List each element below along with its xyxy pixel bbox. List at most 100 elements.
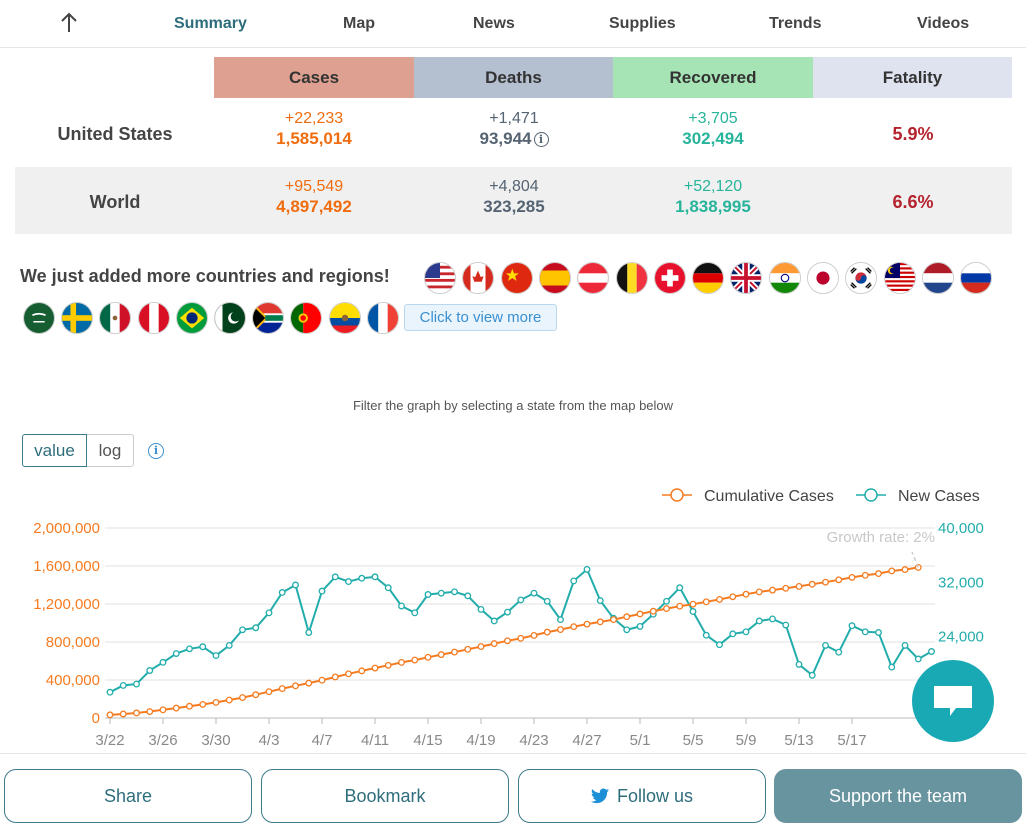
flag-south-korea-icon[interactable] <box>845 262 878 294</box>
flag-japan-icon[interactable] <box>807 262 839 294</box>
left-tick-label: 800,000 <box>46 634 100 651</box>
scale-value-button[interactable]: value <box>22 434 87 467</box>
tab-news[interactable]: News <box>473 15 515 32</box>
chat-icon <box>934 686 972 716</box>
new-cases-point <box>265 609 273 617</box>
flag-india-icon[interactable] <box>768 262 801 294</box>
flag-canada-icon[interactable] <box>462 262 495 294</box>
info-icon[interactable]: i <box>533 132 549 148</box>
cumulative-cases-point <box>543 628 551 636</box>
flag-mexico-icon[interactable] <box>99 302 132 334</box>
cases-delta: +95,549 <box>284 178 344 195</box>
header-recovered: Recovered <box>613 57 813 98</box>
flag-peru-icon[interactable] <box>137 302 170 334</box>
flag-belgium-icon[interactable] <box>615 262 648 294</box>
x-tick-label: 4/23 <box>519 732 548 749</box>
cumulative-cases-point <box>358 667 366 675</box>
new-cases-point <box>769 615 776 623</box>
cumulative-cases-point <box>702 598 710 606</box>
tab-supplies[interactable]: Supplies <box>609 15 676 32</box>
new-cases-point <box>504 608 511 616</box>
flag-spain-icon[interactable] <box>538 262 571 294</box>
cumulative-cases-point <box>252 691 260 699</box>
left-tick-label: 1,200,000 <box>33 596 100 613</box>
view-more-button[interactable]: Click to view more <box>404 304 557 331</box>
cumulative-cases-point <box>636 610 644 618</box>
x-tick-label: 5/17 <box>837 732 866 749</box>
flag-malaysia-icon[interactable] <box>883 262 916 294</box>
cumulative-cases-point <box>755 588 763 596</box>
tab-summary[interactable]: Summary <box>174 15 247 32</box>
cumulative-cases-point <box>371 664 379 672</box>
cumulative-cases-point <box>596 618 604 626</box>
scale-log-button[interactable]: log <box>87 434 134 467</box>
cases-chart[interactable]: 0 400,000 800,000 1,200,000 1,600,000 2,000,0… <box>0 480 1026 750</box>
new-cases-point <box>676 584 684 592</box>
growth-trend-line <box>911 551 919 568</box>
flag-portugal-icon[interactable] <box>290 302 323 334</box>
flag-ecuador-icon[interactable] <box>328 302 361 334</box>
flag-germany-icon[interactable] <box>692 262 725 294</box>
flag-china-icon[interactable] <box>500 262 533 294</box>
new-cases-point <box>411 609 419 617</box>
support-team-button[interactable]: Support the team <box>774 769 1022 823</box>
new-cases-point <box>490 617 498 625</box>
new-cases-point <box>914 655 922 663</box>
new-cases-point <box>596 597 604 605</box>
cases-delta: +22,233 <box>284 110 344 127</box>
flag-usa-icon[interactable] <box>424 262 456 294</box>
new-cases-point <box>239 626 246 634</box>
world-fatality: 6.6% <box>892 192 934 212</box>
flag-south-africa-icon[interactable] <box>252 302 285 334</box>
new-cases-point <box>517 596 525 604</box>
cumulative-cases-point <box>212 698 220 706</box>
cumulative-cases-point <box>623 613 631 621</box>
info-icon[interactable]: i <box>148 443 164 459</box>
cumulative-cases-point <box>146 708 154 715</box>
flag-sweden-icon[interactable] <box>61 302 94 334</box>
tab-videos[interactable]: Videos <box>917 15 970 32</box>
flag-austria-icon[interactable] <box>577 262 610 294</box>
flag-saudi-arabia-icon[interactable] <box>23 302 55 334</box>
arrow-up-icon[interactable] <box>58 10 80 34</box>
x-tick-label: 5/5 <box>683 732 704 749</box>
row-united-states[interactable]: United States +22,233 1,585,014 +1,471 9… <box>15 100 1012 167</box>
chat-button[interactable] <box>912 660 994 742</box>
cumulative-cases-point <box>265 688 273 696</box>
x-tick-label: 3/26 <box>148 732 177 749</box>
world-cases: +95,549 4,897,492 <box>214 178 414 218</box>
flag-netherlands-icon[interactable] <box>921 262 954 294</box>
cumulative-cases-point <box>517 634 525 642</box>
flag-france-icon[interactable] <box>366 302 399 334</box>
right-tick-label: 40,000 <box>938 520 984 537</box>
cumulative-cases-point <box>464 645 472 653</box>
cumulative-cases-point <box>875 570 882 578</box>
cumulative-cases-point <box>278 685 286 692</box>
row-world[interactable]: World +95,549 4,897,492 +4,804 323,285 +… <box>15 167 1012 234</box>
top-nav: Summary Map News Supplies Trends Videos <box>0 0 1026 48</box>
cumulative-cases-point <box>159 706 167 714</box>
flag-russia-icon[interactable] <box>960 262 993 294</box>
twitter-icon <box>590 788 609 804</box>
cumulative-cases-point <box>225 696 233 704</box>
cumulative-cases-point <box>172 704 180 712</box>
tab-trends[interactable]: Trends <box>769 15 822 32</box>
cumulative-cases-point <box>822 578 829 586</box>
flag-switzerland-icon[interactable] <box>653 262 686 294</box>
left-tick-label: 400,000 <box>46 672 100 689</box>
cumulative-cases-point <box>676 602 684 610</box>
tab-map[interactable]: Map <box>343 15 375 32</box>
share-button[interactable]: Share <box>4 769 252 823</box>
x-tick-label: 4/19 <box>466 732 495 749</box>
new-cases-point <box>318 587 326 595</box>
flag-uk-icon[interactable] <box>730 262 763 294</box>
follow-us-button[interactable]: Follow us <box>518 769 766 823</box>
flag-pakistan-icon[interactable] <box>214 302 246 334</box>
bookmark-button[interactable]: Bookmark <box>261 769 509 823</box>
new-cases-point <box>557 616 564 624</box>
flag-brazil-icon[interactable] <box>175 302 208 334</box>
new-cases-point <box>252 624 260 632</box>
new-cases-point <box>822 641 829 649</box>
right-tick-label: 32,000 <box>938 574 984 591</box>
cumulative-cases-point <box>490 640 498 648</box>
